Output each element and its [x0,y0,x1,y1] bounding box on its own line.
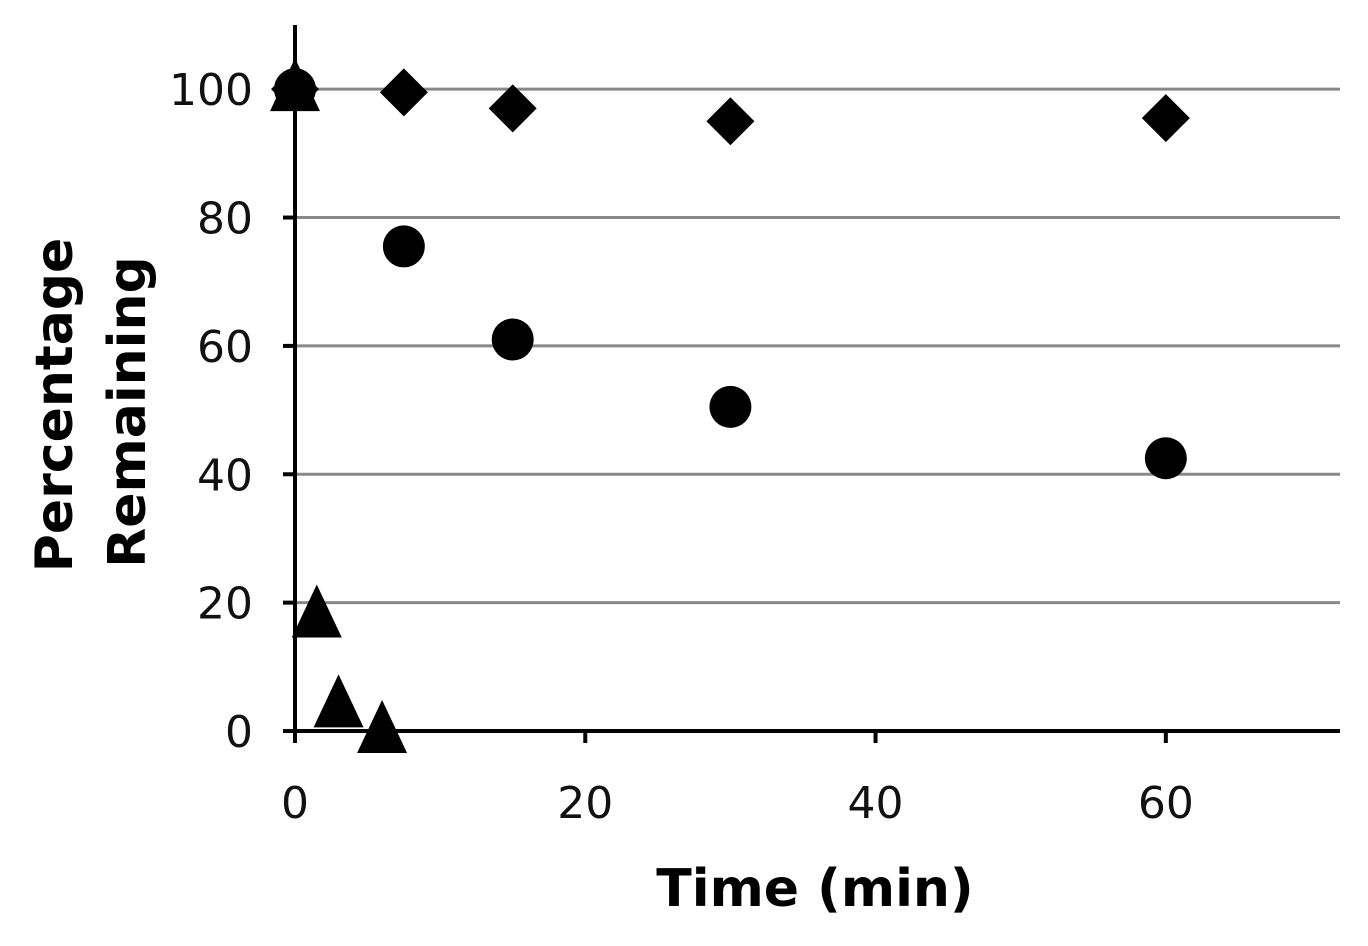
y-tick-label: 80 [197,194,253,245]
data-points [270,58,1190,753]
triangle-point [291,584,342,638]
gridlines [295,87,1340,605]
axes [283,25,1340,743]
diamond-point [488,84,537,133]
y-tick-label: 60 [197,322,253,373]
y-axis-label-line-1: Percentage [25,238,85,573]
x-axis-label: Time (min) [656,859,973,919]
triangle-point [313,674,364,728]
circle-point [382,225,425,268]
x-tick-label: 0 [281,778,309,829]
y-tick-label: 100 [169,65,253,116]
x-tick-label: 60 [1138,778,1194,829]
diamond-point [379,68,428,117]
y-axis-label-line-2: Remaining [98,256,158,568]
diamond-point [706,97,755,146]
triangle-point [357,700,408,753]
diamond-point [1141,94,1190,143]
y-tick-label: 0 [225,707,253,758]
circle-point [709,385,752,428]
y-tick-label: 40 [197,450,253,501]
circle-point [1144,437,1187,480]
y-tick-label: 20 [197,579,253,630]
tick-labels: 0 20 40 60 80 100 0 20 40 60 [169,65,1194,829]
x-tick-label: 40 [848,778,904,829]
circle-point [491,318,534,361]
x-tick-label: 20 [557,778,613,829]
triangle-point [270,58,320,112]
